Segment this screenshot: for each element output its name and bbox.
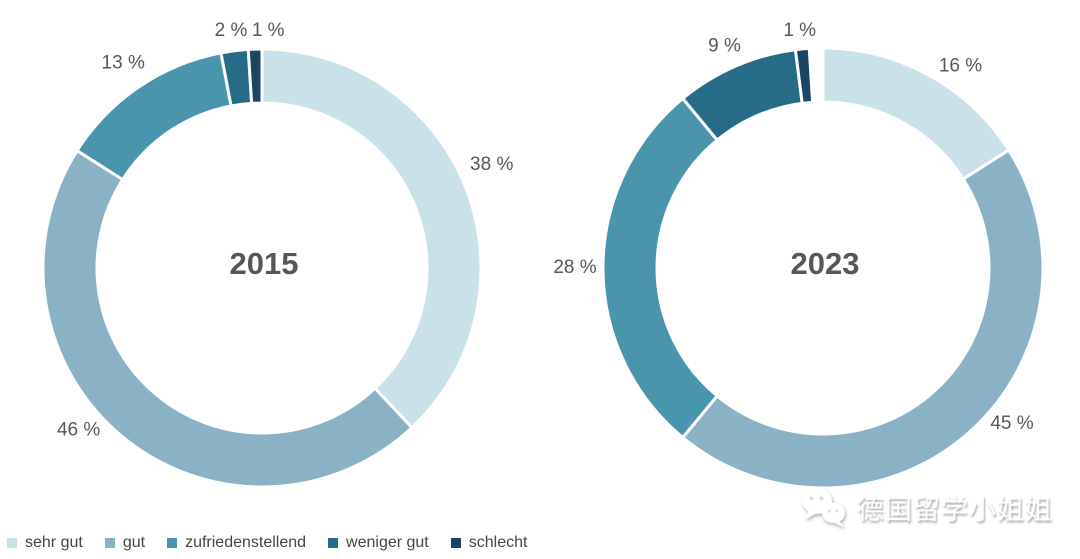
donut-year-label-2023: 2023 bbox=[791, 246, 860, 281]
watermark: 德国留学小姐姐 bbox=[800, 485, 1053, 529]
legend-label-schlecht: schlecht bbox=[468, 534, 528, 551]
donut-segment-schlecht-2015 bbox=[246, 47, 264, 105]
percent-label-weniger-gut-2023: 9 % bbox=[708, 35, 741, 56]
donut-segment-gut-2015 bbox=[41, 148, 415, 489]
percent-label-schlecht-2023: 1 % bbox=[783, 20, 816, 41]
legend-label-sehr-gut: sehr gut bbox=[25, 534, 83, 551]
legend-swatch-sehr-gut bbox=[7, 538, 17, 548]
legend-item-schlecht: schlecht bbox=[450, 534, 528, 551]
legend-item-weniger-gut: weniger gut bbox=[328, 535, 429, 551]
legend-swatch-schlecht bbox=[450, 538, 461, 548]
donut-year-label-2015: 2015 bbox=[230, 246, 299, 281]
legend-label-weniger-gut: weniger gut bbox=[346, 534, 429, 551]
legend-swatch-weniger-gut bbox=[328, 538, 339, 548]
percent-label-weniger-gut-2015: 2 % bbox=[215, 20, 248, 41]
donut-segment-zufriedenstellend-2023 bbox=[601, 96, 720, 440]
percent-label-sehr-gut-2023: 16 % bbox=[939, 56, 982, 77]
percent-label-zufriedenstellend-2023: 28 % bbox=[553, 257, 596, 278]
legend-item-gut: gut bbox=[104, 534, 146, 551]
legend-label-gut: gut bbox=[122, 534, 146, 551]
chart-legend: sehr gut gut zufriedenstellend weniger g… bbox=[7, 535, 527, 551]
donut-segment-zufriedenstellend-2015 bbox=[75, 51, 233, 182]
percent-label-sehr-gut-2015: 38 % bbox=[470, 154, 513, 175]
percent-label-gut-2023: 45 % bbox=[990, 413, 1033, 434]
watermark-text: 德国留学小姐姐 bbox=[857, 494, 1053, 525]
donut-segment-gut-2023 bbox=[680, 148, 1045, 490]
legend-swatch-gut bbox=[104, 538, 115, 548]
percent-label-zufriedenstellend-2015: 13 % bbox=[102, 53, 145, 74]
legend-swatch-zufriedenstellend bbox=[167, 538, 178, 548]
legend-item-sehr-gut: sehr gut bbox=[7, 535, 83, 551]
legend-item-zufriedenstellend: zufriedenstellend bbox=[167, 535, 306, 551]
donut-segment-sehr-gut-2015 bbox=[260, 47, 483, 430]
percent-label-gut-2015: 46 % bbox=[57, 419, 100, 440]
percent-label-schlecht-2015: 1 % bbox=[252, 20, 285, 41]
donut-segment-schlecht-2023 bbox=[793, 46, 815, 105]
legend-label-zufriedenstellend: zufriedenstellend bbox=[185, 534, 307, 551]
wechat-icon bbox=[802, 488, 845, 528]
